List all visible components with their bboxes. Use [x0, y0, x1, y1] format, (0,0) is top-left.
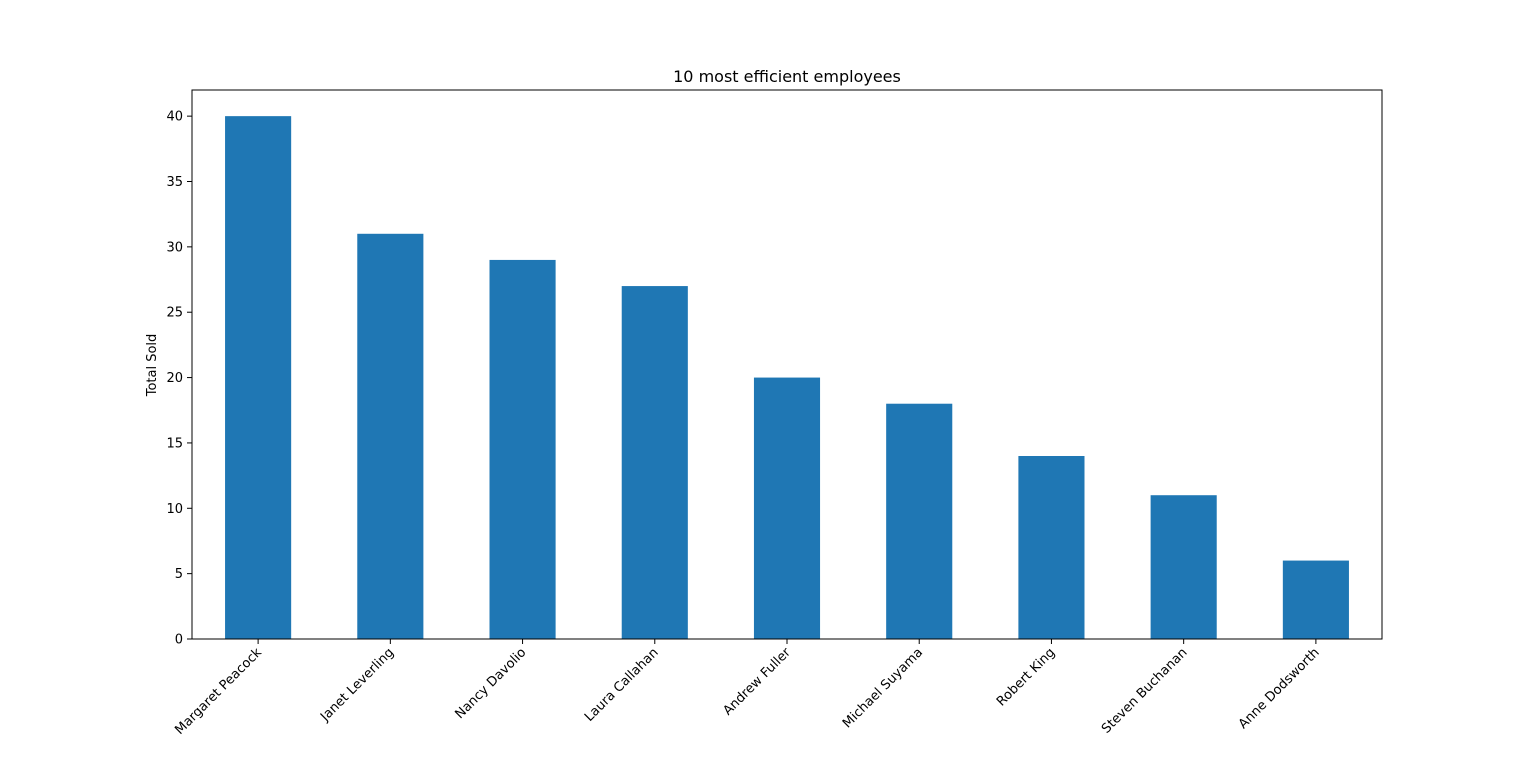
bar-andrew-fuller: [753, 377, 821, 639]
x-tick-label: Laura Callahan: [582, 645, 662, 725]
y-axis-ticks: 0 5 10 15 20 25 30 35 40: [166, 110, 192, 648]
y-tick-label: 35: [166, 175, 183, 190]
y-tick-label: 25: [166, 306, 183, 321]
y-axis-label: Total Sold: [145, 334, 160, 398]
bar-laura-callahan: [621, 286, 688, 639]
x-tick-label: Margaret Peacock: [172, 645, 265, 738]
x-tick-label: Andrew Fuller: [720, 645, 794, 719]
y-tick-label: 15: [166, 436, 183, 451]
plot-area-frame: [191, 89, 1383, 640]
y-tick-label: 0: [175, 633, 183, 648]
y-tick-label: 10: [166, 502, 183, 517]
bar-nancy-davolio: [489, 259, 556, 639]
y-tick-label: 30: [166, 240, 183, 255]
bar-margaret-peacock: [225, 116, 292, 639]
bar-robert-king: [1018, 456, 1085, 639]
y-tick-label: 20: [166, 371, 183, 386]
x-axis-ticks: Margaret Peacock Janet Leverling Nancy Dav…: [172, 639, 1323, 738]
x-tick-label: Steven Buchanan: [1099, 645, 1190, 736]
bar-michael-suyama: [886, 403, 953, 639]
y-tick-label: 5: [175, 567, 183, 582]
x-tick-label: Michael Suyama: [840, 645, 926, 731]
x-tick-label: Janet Leverling: [317, 645, 397, 725]
x-tick-label: Nancy Davolio: [453, 645, 530, 722]
bar-steven-buchanan: [1150, 495, 1217, 639]
x-tick-label: Robert King: [994, 645, 1058, 709]
bars-group: [225, 116, 1349, 640]
bar-janet-leverling: [357, 233, 424, 640]
chart-title: 10 most efficient employees: [673, 67, 901, 86]
x-tick-label: Anne Dodsworth: [1236, 645, 1323, 732]
bar-anne-dodsworth: [1282, 560, 1349, 639]
y-tick-label: 40: [166, 110, 183, 125]
